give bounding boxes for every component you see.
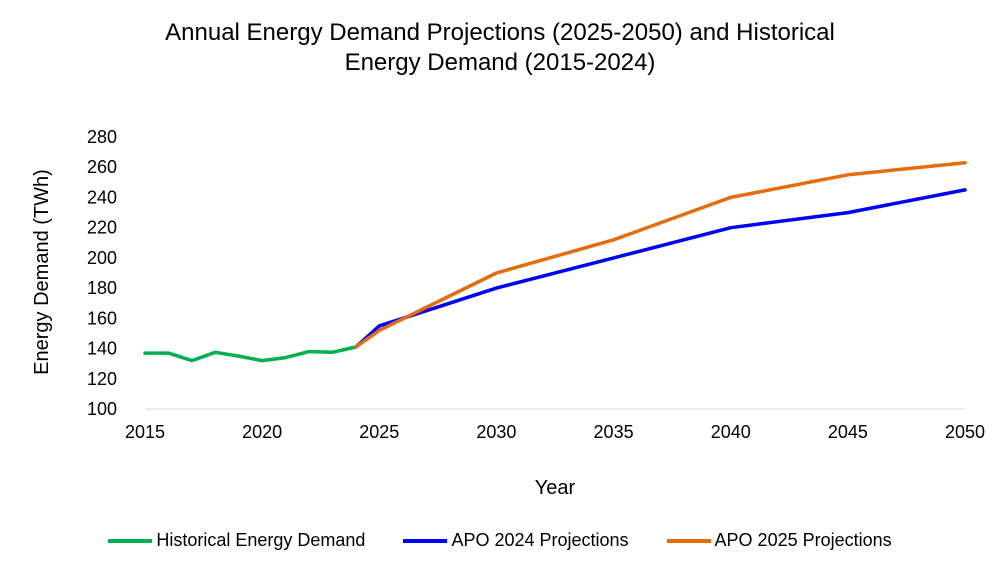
y-tick-label: 260 bbox=[87, 157, 117, 177]
x-tick-label: 2045 bbox=[828, 422, 868, 442]
x-tick-label: 2030 bbox=[476, 422, 516, 442]
legend-label: APO 2025 Projections bbox=[714, 530, 892, 550]
y-axis-label: Energy Demand (TWh) bbox=[31, 169, 53, 375]
legend-swatch bbox=[108, 538, 153, 543]
ticks-layer: 100 120 140 160 180 200 220 240 260 280 2015 2020 20… bbox=[87, 127, 985, 442]
series-line-apo-2024-projections bbox=[354, 188, 967, 349]
x-axis-label: Year bbox=[535, 477, 576, 499]
legend-item: APO 2025 Projections bbox=[666, 530, 892, 551]
x-tick-label: 2050 bbox=[945, 422, 985, 442]
y-tick-label: 120 bbox=[87, 369, 117, 389]
legend-label: APO 2024 Projections bbox=[451, 530, 629, 550]
y-tick-label: 240 bbox=[87, 187, 117, 207]
x-tick-label: 2040 bbox=[711, 422, 751, 442]
legend-swatch bbox=[666, 538, 711, 543]
chart-title-line-1: Annual Energy Demand Projections (2025-2… bbox=[165, 19, 835, 46]
series-line-historical-energy-demand bbox=[143, 345, 358, 363]
x-tick-label: 2035 bbox=[594, 422, 634, 442]
legend-label: Historical Energy Demand bbox=[156, 530, 366, 550]
series-line-apo-2025-projections bbox=[354, 160, 967, 349]
legend-item: APO 2024 Projections bbox=[403, 530, 629, 551]
legend: Historical Energy Demand APO 2024 Project… bbox=[0, 530, 1000, 551]
y-tick-label: 100 bbox=[87, 399, 117, 419]
y-tick-label: 160 bbox=[87, 308, 117, 328]
y-tick-label: 280 bbox=[87, 127, 117, 147]
y-tick-label: 180 bbox=[87, 278, 117, 298]
y-tick-label: 220 bbox=[87, 218, 117, 238]
chart-title-line-2: Energy Demand (2015-2024) bbox=[344, 49, 656, 76]
legend-item: Historical Energy Demand bbox=[108, 530, 365, 551]
y-tick-label: 200 bbox=[87, 248, 117, 268]
x-tick-label: 2015 bbox=[125, 422, 165, 442]
x-tick-label: 2025 bbox=[359, 422, 399, 442]
series-layer bbox=[143, 160, 967, 363]
y-tick-label: 140 bbox=[87, 339, 117, 359]
legend-swatch bbox=[403, 538, 448, 543]
x-tick-label: 2020 bbox=[242, 422, 282, 442]
chart-title: Annual Energy Demand Projections (2025-2… bbox=[0, 18, 1000, 78]
